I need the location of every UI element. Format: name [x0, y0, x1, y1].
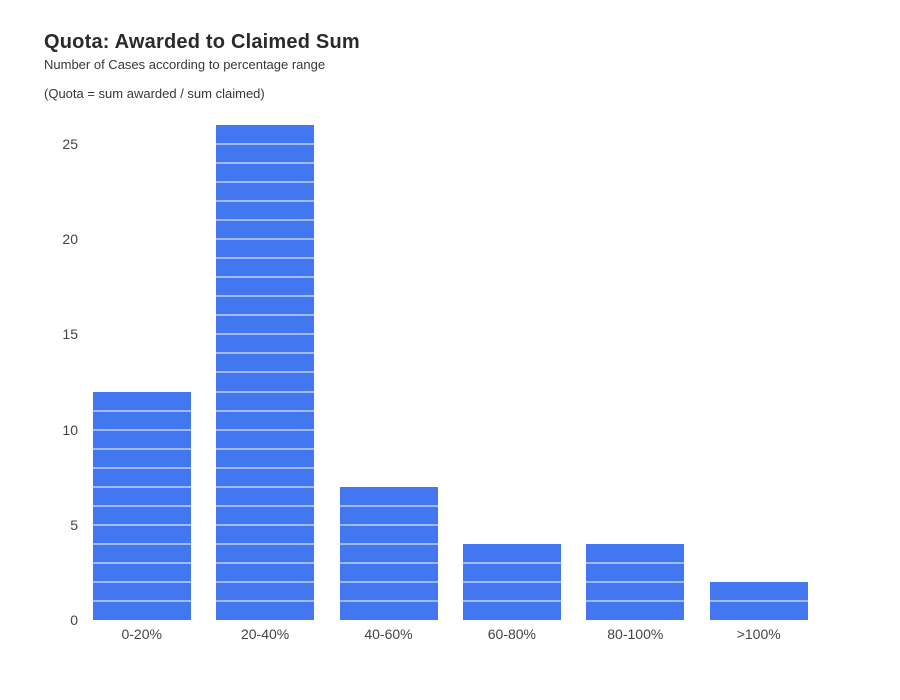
unit-gridline-overlay: [586, 580, 685, 583]
unit-gridline-overlay: [216, 238, 315, 241]
unit-gridline-overlay: [216, 409, 315, 412]
y-axis-tick-label: 15: [62, 326, 78, 343]
unit-gridline-overlay: [586, 599, 685, 602]
unit-gridline-overlay: [216, 276, 315, 279]
unit-gridline-overlay: [216, 142, 315, 145]
bar-20-40[interactable]: [216, 124, 315, 620]
unit-gridline-overlay: [216, 162, 315, 165]
unit-gridline-overlay: [92, 561, 191, 564]
unit-gridline-overlay: [216, 371, 315, 374]
bar-40-60[interactable]: [339, 486, 438, 620]
unit-gridline-overlay: [216, 428, 315, 431]
bar-60-80[interactable]: [462, 543, 561, 620]
unit-gridline-overlay: [216, 295, 315, 298]
unit-gridline-overlay: [216, 200, 315, 203]
bar-80-100[interactable]: [586, 543, 685, 620]
unit-gridline-overlay: [339, 542, 438, 545]
unit-gridline-overlay: [339, 599, 438, 602]
unit-gridline-overlay: [92, 599, 191, 602]
bar-0-20[interactable]: [92, 391, 191, 620]
unit-gridline-overlay: [216, 333, 315, 336]
y-axis-tick-label: 0: [70, 612, 78, 628]
unit-gridline-overlay: [216, 352, 315, 355]
x-axis-tick-label: 20-40%: [240, 626, 290, 642]
unit-gridline-overlay: [216, 257, 315, 260]
unit-gridline-overlay: [92, 485, 191, 488]
unit-gridline-overlay: [339, 523, 438, 526]
unit-gridline-overlay: [586, 561, 685, 564]
x-axis-tick-label: 0-20%: [121, 626, 162, 642]
unit-gridline-overlay: [216, 447, 315, 450]
unit-gridline-overlay: [216, 219, 315, 222]
unit-gridline-overlay: [339, 561, 438, 564]
unit-gridline-overlay: [92, 428, 191, 431]
unit-gridline-overlay: [216, 504, 315, 507]
unit-gridline-overlay: [216, 485, 315, 488]
x-axis-tick-label: 40-60%: [364, 626, 413, 642]
y-axis-tick-label: 25: [62, 136, 78, 152]
unit-gridline-overlay: [339, 504, 438, 507]
unit-gridline-overlay: [92, 580, 191, 583]
unit-gridline-overlay: [216, 314, 315, 317]
unit-gridline-overlay: [709, 599, 808, 602]
unit-gridline-overlay: [216, 390, 315, 393]
unit-gridline-overlay: [216, 542, 315, 545]
x-axis-tick-label: 80-100%: [607, 626, 664, 642]
unit-gridline-overlay: [92, 466, 191, 469]
unit-gridline-overlay: [92, 523, 191, 526]
unit-gridline-overlay: [462, 599, 561, 602]
unit-gridline-overlay: [216, 599, 315, 602]
bar-100[interactable]: [709, 581, 808, 620]
y-axis-tick-label: 20: [62, 231, 78, 248]
chart-title: Quota: Awarded to Claimed Sum: [44, 31, 360, 53]
unit-gridline-overlay: [216, 181, 315, 184]
x-axis-tick-label: >100%: [736, 626, 781, 642]
unit-gridline-overlay: [92, 504, 191, 507]
x-axis-tick-label: 60-80%: [487, 626, 537, 642]
y-axis-tick-label: 5: [70, 516, 78, 533]
chart-subtitle: Number of Cases according to percentage …: [44, 57, 326, 72]
unit-gridline-overlay: [216, 580, 315, 583]
unit-gridline-overlay: [462, 580, 561, 583]
unit-gridline-overlay: [92, 447, 191, 450]
unit-gridline-overlay: [92, 409, 191, 412]
unit-gridline-overlay: [216, 523, 315, 526]
unit-gridline-overlay: [462, 561, 561, 564]
unit-gridline-overlay: [216, 466, 315, 469]
y-axis-tick-label: 10: [62, 421, 78, 438]
unit-gridline-overlay: [339, 580, 438, 583]
unit-gridline-overlay: [216, 561, 315, 564]
unit-gridline-overlay: [92, 542, 191, 545]
chart-note: (Quota = sum awarded / sum claimed): [44, 86, 265, 101]
